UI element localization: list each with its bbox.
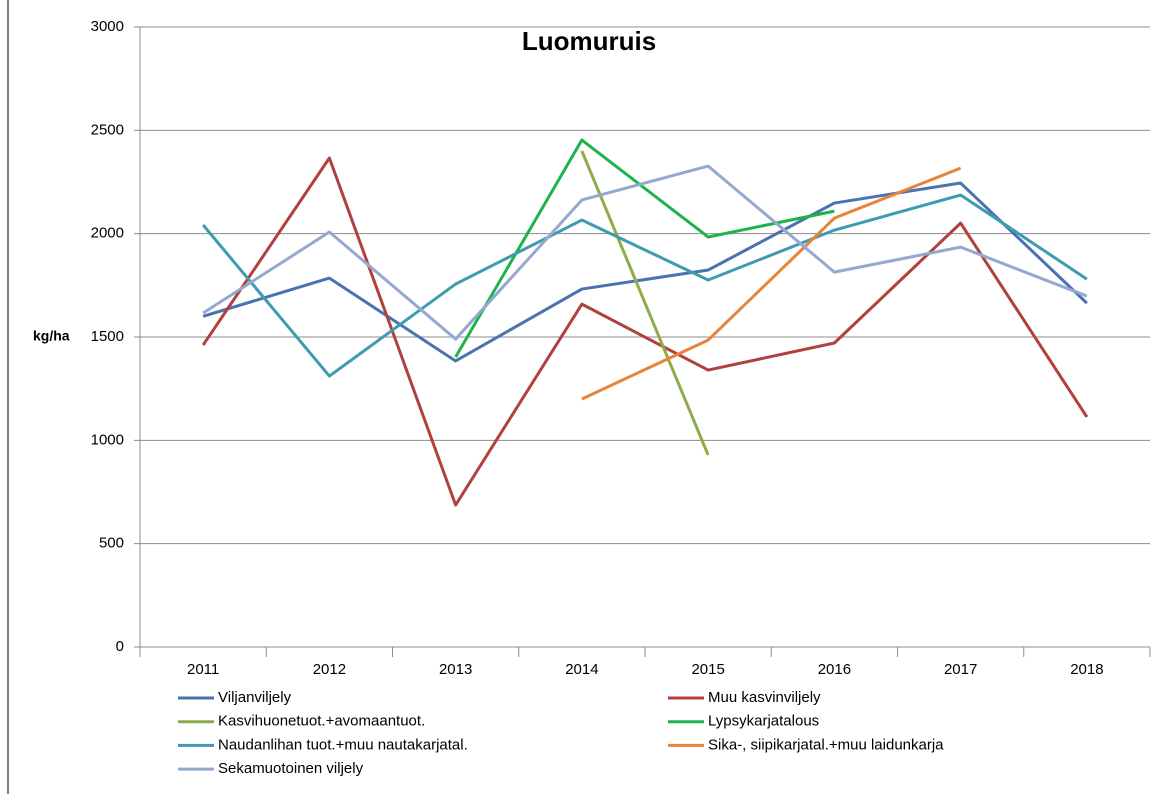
chart-title: Luomuruis xyxy=(522,26,656,56)
legend-label: Viljanviljely xyxy=(218,689,292,706)
x-tick-label: 2013 xyxy=(439,661,472,678)
x-tick-label: 2016 xyxy=(818,661,851,678)
y-axis-label: kg/ha xyxy=(33,328,70,344)
legend-label: Kasvihuonetuot.+avomaantuot. xyxy=(218,713,425,730)
legend-label: Sekamuotoinen viljely xyxy=(218,760,364,777)
x-tick-label: 2015 xyxy=(691,661,724,678)
y-tick-label: 1500 xyxy=(91,328,124,345)
x-tick-label: 2012 xyxy=(313,661,346,678)
y-tick-label: 0 xyxy=(116,638,124,655)
legend-label: Naudanlihan tuot.+muu nautakarjatal. xyxy=(218,736,468,753)
y-tick-label: 500 xyxy=(99,535,124,552)
x-tick-label: 2011 xyxy=(187,661,219,678)
series-line xyxy=(201,156,1089,507)
x-tick-label: 2017 xyxy=(944,661,977,678)
x-tick-label: 2018 xyxy=(1070,661,1103,678)
y-tick-label: 3000 xyxy=(91,18,124,35)
series-line xyxy=(202,164,1088,341)
series-line xyxy=(581,166,962,401)
legend-label: Sika-, siipikarjatal.+muu laidunkarja xyxy=(708,736,944,753)
x-tick-label: 2014 xyxy=(565,661,598,678)
legend-label: Muu kasvinviljely xyxy=(708,689,821,706)
series-line xyxy=(201,193,1088,378)
legend-label: Lypsykarjatalous xyxy=(708,713,819,730)
y-tick-label: 2500 xyxy=(91,121,124,138)
series-line xyxy=(202,181,1088,363)
series-line xyxy=(580,150,710,456)
y-tick-label: 2000 xyxy=(91,225,124,242)
y-tick-label: 1000 xyxy=(91,431,124,448)
series-line xyxy=(454,138,835,358)
